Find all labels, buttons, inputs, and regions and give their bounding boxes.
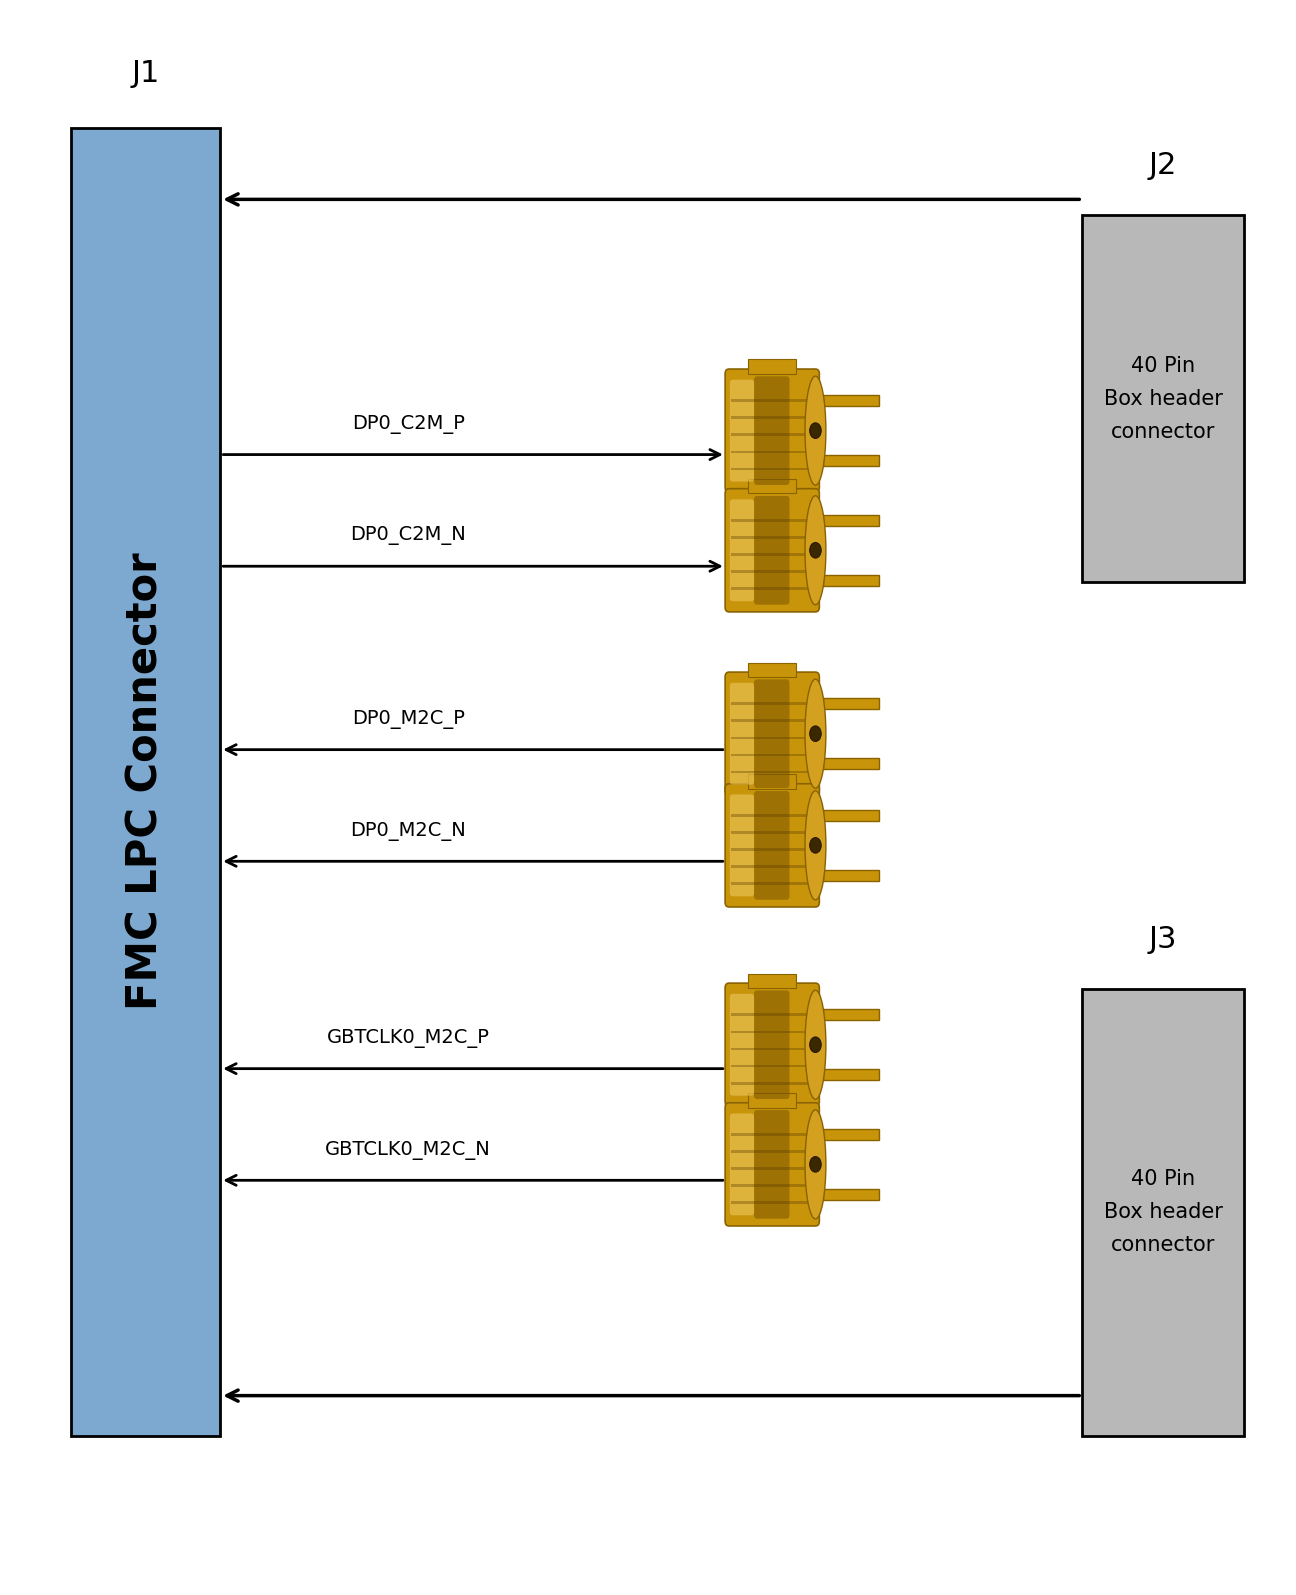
Text: FMC LPC Connector: FMC LPC Connector — [124, 553, 167, 1010]
FancyBboxPatch shape — [71, 128, 220, 1436]
FancyBboxPatch shape — [731, 1064, 814, 1067]
Text: DP0_M2C_N: DP0_M2C_N — [350, 821, 467, 841]
FancyBboxPatch shape — [731, 864, 814, 868]
FancyBboxPatch shape — [726, 1102, 819, 1227]
Ellipse shape — [810, 726, 822, 742]
Ellipse shape — [810, 423, 822, 439]
FancyBboxPatch shape — [823, 574, 880, 585]
FancyBboxPatch shape — [731, 1013, 814, 1016]
FancyBboxPatch shape — [731, 1081, 814, 1085]
FancyBboxPatch shape — [748, 973, 796, 987]
FancyBboxPatch shape — [754, 1110, 789, 1219]
FancyBboxPatch shape — [823, 1069, 880, 1080]
Text: GBTCLK0_M2C_P: GBTCLK0_M2C_P — [327, 1029, 490, 1048]
FancyBboxPatch shape — [823, 1188, 880, 1199]
FancyBboxPatch shape — [730, 794, 754, 896]
FancyBboxPatch shape — [754, 496, 789, 605]
FancyBboxPatch shape — [730, 994, 754, 1096]
FancyBboxPatch shape — [731, 813, 814, 817]
FancyBboxPatch shape — [731, 882, 814, 885]
FancyBboxPatch shape — [731, 1048, 814, 1051]
FancyBboxPatch shape — [748, 774, 796, 788]
FancyBboxPatch shape — [731, 399, 814, 402]
FancyBboxPatch shape — [731, 770, 814, 774]
Text: DP0_M2C_P: DP0_M2C_P — [351, 710, 465, 729]
FancyBboxPatch shape — [1082, 215, 1244, 582]
FancyBboxPatch shape — [754, 679, 789, 788]
Ellipse shape — [805, 679, 826, 788]
Ellipse shape — [810, 837, 822, 853]
Ellipse shape — [810, 1037, 822, 1053]
FancyBboxPatch shape — [823, 455, 880, 466]
Text: 40 Pin
Box header
connector: 40 Pin Box header connector — [1104, 1169, 1222, 1255]
Ellipse shape — [805, 376, 826, 485]
FancyBboxPatch shape — [731, 1183, 814, 1187]
FancyBboxPatch shape — [730, 1113, 754, 1215]
FancyBboxPatch shape — [731, 702, 814, 705]
FancyBboxPatch shape — [731, 518, 814, 522]
FancyBboxPatch shape — [730, 499, 754, 601]
Ellipse shape — [805, 791, 826, 900]
FancyBboxPatch shape — [731, 536, 814, 539]
FancyBboxPatch shape — [726, 783, 819, 908]
Text: J2: J2 — [1150, 152, 1177, 180]
FancyBboxPatch shape — [731, 1150, 814, 1153]
FancyBboxPatch shape — [754, 376, 789, 485]
FancyBboxPatch shape — [748, 662, 796, 676]
FancyBboxPatch shape — [731, 450, 814, 453]
FancyBboxPatch shape — [731, 553, 814, 557]
FancyBboxPatch shape — [731, 1168, 814, 1171]
FancyBboxPatch shape — [731, 1030, 814, 1034]
FancyBboxPatch shape — [730, 380, 754, 482]
FancyBboxPatch shape — [754, 990, 789, 1099]
FancyBboxPatch shape — [731, 1132, 814, 1136]
Ellipse shape — [810, 1156, 822, 1172]
Ellipse shape — [805, 1110, 826, 1219]
Text: DP0_C2M_N: DP0_C2M_N — [350, 526, 467, 545]
FancyBboxPatch shape — [731, 467, 814, 471]
FancyBboxPatch shape — [748, 1093, 796, 1107]
FancyBboxPatch shape — [730, 683, 754, 785]
Text: J1: J1 — [132, 59, 159, 88]
FancyBboxPatch shape — [731, 753, 814, 756]
FancyBboxPatch shape — [823, 869, 880, 880]
FancyBboxPatch shape — [1082, 989, 1244, 1436]
FancyBboxPatch shape — [823, 810, 880, 821]
FancyBboxPatch shape — [731, 1201, 814, 1204]
FancyBboxPatch shape — [731, 569, 814, 573]
FancyBboxPatch shape — [726, 368, 819, 493]
FancyBboxPatch shape — [823, 1129, 880, 1140]
FancyBboxPatch shape — [731, 434, 814, 437]
Text: J3: J3 — [1150, 925, 1177, 954]
FancyBboxPatch shape — [748, 359, 796, 373]
Ellipse shape — [805, 990, 826, 1099]
FancyBboxPatch shape — [726, 671, 819, 796]
FancyBboxPatch shape — [726, 983, 819, 1107]
FancyBboxPatch shape — [731, 831, 814, 834]
Ellipse shape — [810, 542, 822, 558]
FancyBboxPatch shape — [731, 737, 814, 740]
Text: 40 Pin
Box header
connector: 40 Pin Box header connector — [1104, 356, 1222, 442]
FancyBboxPatch shape — [748, 478, 796, 493]
Text: DP0_C2M_P: DP0_C2M_P — [351, 415, 465, 434]
FancyBboxPatch shape — [731, 849, 814, 852]
FancyBboxPatch shape — [823, 396, 880, 407]
FancyBboxPatch shape — [731, 719, 814, 723]
FancyBboxPatch shape — [731, 416, 814, 419]
FancyBboxPatch shape — [731, 587, 814, 590]
FancyBboxPatch shape — [754, 791, 789, 900]
FancyBboxPatch shape — [823, 699, 880, 710]
FancyBboxPatch shape — [823, 515, 880, 526]
FancyBboxPatch shape — [823, 1010, 880, 1021]
FancyBboxPatch shape — [726, 488, 819, 612]
Text: GBTCLK0_M2C_N: GBTCLK0_M2C_N — [325, 1140, 491, 1160]
FancyBboxPatch shape — [823, 758, 880, 769]
Ellipse shape — [805, 496, 826, 605]
